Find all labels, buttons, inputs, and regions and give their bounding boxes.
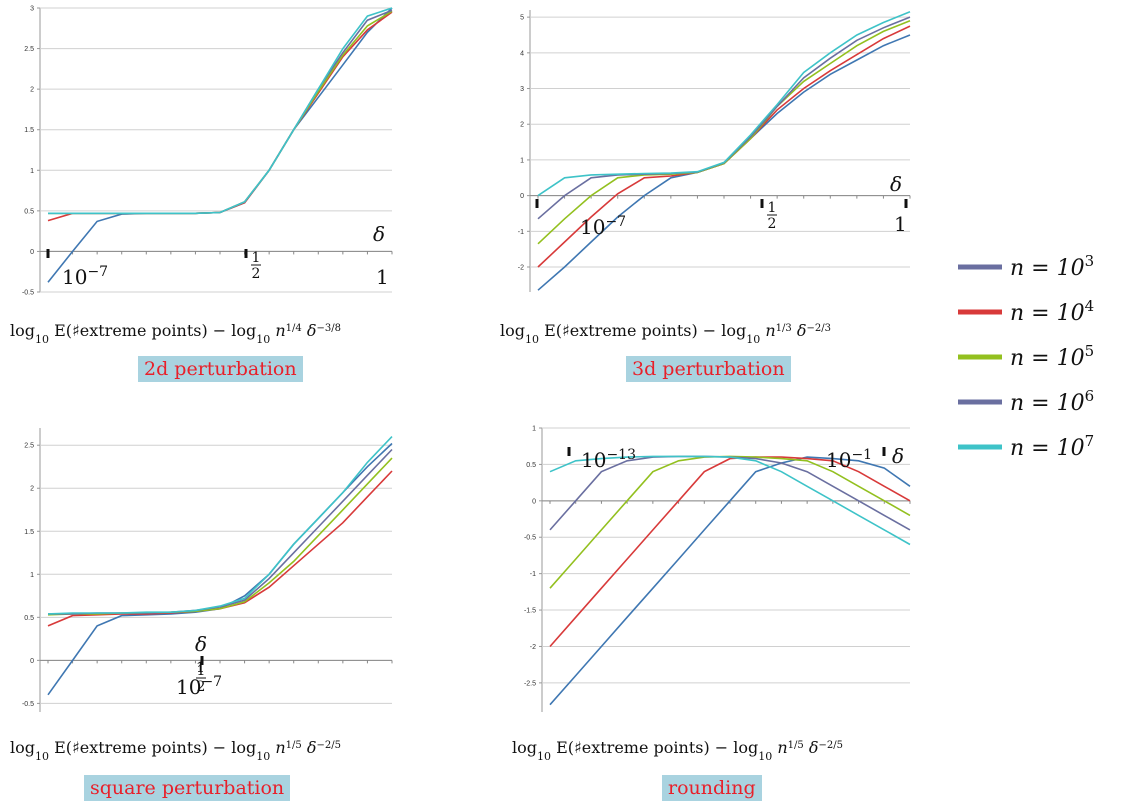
y-tick-label: 4: [520, 50, 524, 57]
y-tick-label: 2: [30, 87, 34, 94]
series-line-0: [549, 456, 911, 706]
frac-denominator: 2: [197, 679, 206, 695]
series-line-2: [47, 457, 393, 616]
y-tick-label: 0.5: [526, 462, 536, 469]
y-tick-label: -2: [530, 644, 536, 651]
legend-label-2: n = 105: [1010, 342, 1094, 371]
series-line-4: [48, 7, 393, 215]
chart-panel-2: 2.5 2 1.5 1 0.5 0 -0.5 log10 E(♯extreme points)…: [10, 428, 393, 763]
y-tick-label: 2: [30, 486, 34, 493]
label-right-2: 1: [196, 660, 205, 676]
marker-tick: [244, 249, 248, 258]
label-delta-0: δ: [373, 222, 385, 246]
chart-panel-0: 3 2.5 2 1.5 1 0.5 0 -0.5 log10 E(♯extreme points…: [10, 6, 393, 346]
y-tick-label: -1: [530, 571, 536, 578]
legend-label-0: n = 103: [1010, 252, 1094, 281]
y-tick-label: 0: [30, 658, 34, 665]
series-line-1: [549, 456, 911, 648]
legend-label-3: n = 106: [1010, 387, 1094, 416]
axis-formula: log10 E(♯extreme points) − log10 n1/5 δ−…: [512, 738, 843, 763]
y-tick-label: 0: [520, 193, 524, 200]
y-tick-label: -2: [518, 265, 524, 272]
y-tick-label: 3: [520, 86, 524, 93]
y-tick-label: 2.5: [24, 46, 34, 53]
y-tick-label: 1: [520, 157, 524, 164]
label-delta-3: δ: [892, 444, 904, 468]
frac-denominator: 2: [252, 266, 261, 282]
y-tick-label: 1.5: [24, 529, 34, 536]
y-tick-label: -2.5: [524, 680, 536, 687]
y-tick-label: 2: [520, 122, 524, 129]
y-tick-label: 1: [30, 572, 34, 579]
y-tick-label: 0.5: [24, 615, 34, 622]
y-tick-label: 1: [532, 426, 536, 433]
y-tick-label: -0.5: [22, 701, 34, 708]
y-tick-label: 3: [30, 6, 34, 13]
series-line-0: [47, 442, 393, 696]
y-tick-label: -0.5: [524, 535, 536, 542]
marker-tick: [904, 199, 908, 208]
series-line-4: [47, 436, 393, 615]
y-tick-label: 1: [30, 168, 34, 175]
series-line-2: [537, 19, 911, 245]
label-right-1: 1: [894, 212, 907, 236]
marker-tick: [882, 447, 886, 456]
y-tick-label: 0: [532, 498, 536, 505]
frac-numerator: 1: [197, 663, 206, 679]
label-delta-1: δ: [890, 172, 902, 196]
label-left-2: 10−7: [176, 674, 222, 699]
label-left-1: 10−7: [580, 214, 626, 239]
marker-tick: [535, 199, 539, 208]
legend-label-4: n = 107: [1010, 432, 1094, 461]
label-right-3: 10−1: [826, 447, 872, 472]
legend-label-1: n = 104: [1010, 297, 1094, 326]
y-tick-label: -0.5: [22, 290, 34, 297]
frac-numerator: 1: [768, 200, 777, 216]
marker-tick: [567, 447, 571, 456]
frac-denominator: 2: [768, 216, 777, 232]
caption-3d-perturbation: 3d perturbation: [626, 356, 791, 382]
axis-formula: log10 E(♯extreme points) − log10 n1/3 δ−…: [500, 321, 831, 346]
y-tick-label: 5: [520, 15, 524, 22]
label-right-0: 1: [376, 265, 389, 289]
chart-panel-3: 1 0.5 0 -0.5 -1 -1.5 -2 -2.5 log10 E(♯extreme po…: [512, 426, 911, 763]
axis-formula: log10 E(♯extreme points) − log10 n1/5 δ−…: [10, 738, 341, 763]
series-line-1: [47, 11, 393, 222]
y-tick-label: 0.5: [24, 208, 34, 215]
marker-tick: [760, 199, 764, 208]
series-line-2: [48, 10, 393, 215]
frac-numerator: 1: [252, 250, 261, 266]
label-left-3: 10−13: [581, 447, 636, 472]
label-left-0: 10−7: [62, 264, 108, 289]
axis-formula: log10 E(♯extreme points) − log10 n1/4 δ−…: [10, 321, 341, 346]
series-line-0: [47, 7, 393, 283]
marker-tick: [46, 249, 50, 258]
y-tick-label: 2.5: [24, 443, 34, 450]
series-line-4: [537, 11, 911, 197]
marker-tick: [200, 656, 204, 665]
series-line-3: [48, 9, 393, 215]
y-tick-label: -1.5: [524, 608, 536, 615]
label-delta-2: δ: [195, 632, 207, 656]
caption-2d-perturbation: 2d perturbation: [138, 356, 303, 382]
caption-rounding: rounding: [662, 775, 762, 801]
series-line-2: [549, 455, 911, 589]
legend: n = 103 n = 104 n = 105 n = 106 n = 107: [958, 252, 1094, 461]
y-tick-label: -1: [518, 229, 524, 236]
y-tick-label: 0: [30, 249, 34, 256]
caption-square-perturbation: square perturbation: [84, 775, 291, 801]
series-line-4: [549, 455, 911, 546]
y-tick-label: 1.5: [24, 127, 34, 134]
